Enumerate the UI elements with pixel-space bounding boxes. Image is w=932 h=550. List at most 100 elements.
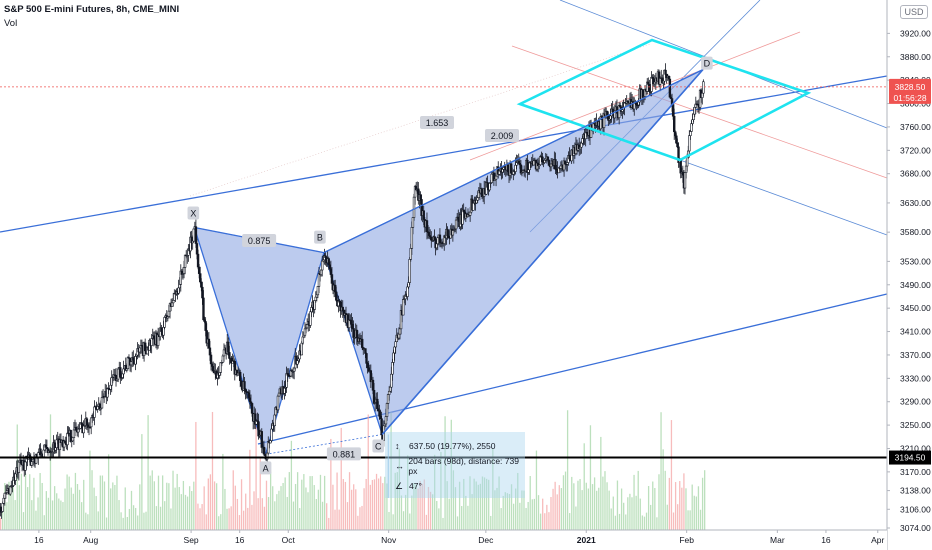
candle-up [110, 377, 113, 386]
candle-up [218, 372, 221, 376]
candle-down [240, 380, 243, 387]
volume-bar [14, 500, 16, 530]
candle-down [143, 342, 147, 352]
candle-down [69, 429, 72, 443]
candle-up [637, 101, 640, 106]
volume-bar [305, 487, 307, 530]
price-axis[interactable]: 3074.00 3106.00 3138.00 3170.00 3210.00 3250.… [886, 0, 932, 550]
candle-up [692, 113, 695, 120]
volume-bar [388, 511, 390, 530]
candle-up [451, 230, 455, 236]
volume-bar [211, 411, 214, 530]
candle-up [17, 461, 21, 473]
candle-down [372, 389, 376, 404]
candle-down [667, 75, 671, 80]
volume-bar [128, 508, 131, 530]
symbol-title[interactable]: S&P 500 E-mini Futures, 8h, CME_MINI [4, 4, 180, 15]
price-tick-label: 3370.00 [900, 350, 931, 360]
candle-down [376, 398, 379, 410]
candle-up [178, 284, 181, 289]
measure-angle: 47° [409, 481, 422, 491]
volume-bar [404, 494, 407, 530]
volume-bar [415, 484, 417, 530]
measure-price-change: 637.50 (19.77%), 2550 [409, 441, 496, 451]
volume-bar [203, 486, 205, 530]
volume-bar [589, 425, 592, 530]
currency-badge[interactable]: USD [900, 5, 928, 19]
volume-bar [467, 505, 469, 530]
time-tick-label: Aug [83, 535, 98, 545]
point-label-d: D [704, 59, 711, 69]
volume-bar [535, 450, 538, 530]
candle-up [393, 346, 396, 354]
volume-bar [22, 512, 25, 530]
volume-bar [500, 508, 502, 530]
volume-bar [492, 448, 494, 530]
volume-bar [232, 470, 234, 530]
candle-down [228, 352, 231, 359]
volume-bar [672, 512, 675, 530]
volume-bar [274, 501, 276, 530]
volume-bar [384, 476, 386, 530]
volume-bar [282, 483, 284, 530]
volume-bar [485, 478, 488, 530]
candle-down [152, 335, 156, 339]
volume-bar [656, 517, 658, 530]
candle-up [549, 163, 553, 168]
candle-up [301, 336, 305, 344]
candle-up [658, 78, 662, 85]
volume-bar [184, 494, 187, 530]
volume-bar [517, 472, 519, 530]
volume-bar [481, 476, 484, 530]
volume-bar [620, 488, 623, 530]
volume-bar [236, 498, 239, 530]
time-axis[interactable]: 16 Aug Sep 16 Oct Nov Dec 2021 Feb Mar 16 Apr [0, 529, 887, 550]
volume-bar [483, 477, 486, 530]
candle-down [257, 421, 260, 437]
volume-bar [68, 476, 70, 530]
candle-up [3, 492, 7, 499]
volume-bar [139, 484, 141, 530]
volume-bar [74, 472, 77, 530]
candle-down [671, 104, 675, 117]
candle-down [351, 324, 354, 329]
volume-bar [641, 515, 644, 530]
candle-up [54, 447, 57, 451]
volume-bar [419, 481, 421, 530]
time-tick-label: 16 [235, 535, 245, 545]
volume-bar [31, 500, 33, 530]
volume-bar [431, 494, 434, 530]
volume-bar [454, 487, 457, 530]
volume-bar [346, 502, 349, 530]
candle-up [305, 324, 309, 329]
volume-bar [664, 470, 666, 530]
candle-down [211, 366, 215, 372]
candle-down [227, 341, 230, 353]
volume-bar [579, 479, 581, 530]
volume-bar [218, 516, 220, 530]
volume-bar [340, 427, 342, 530]
ratio-label-bd: 2.009 [491, 131, 514, 141]
volume-bar [452, 470, 455, 530]
volume-bar [257, 498, 259, 530]
volume-bar [610, 508, 612, 530]
volume-bar [695, 496, 698, 530]
volume-bar [658, 474, 660, 530]
volume-bar [569, 513, 571, 530]
volume-bar [413, 483, 415, 530]
volume-bar [29, 474, 31, 530]
volume-bar [515, 488, 517, 530]
candle-up [93, 406, 96, 418]
volume-bar [176, 473, 178, 530]
candle-up [303, 328, 307, 336]
volume-bar [425, 514, 428, 530]
candle-down [480, 188, 484, 197]
volume-bar [37, 497, 39, 530]
candle-down [328, 264, 331, 270]
candle-up [527, 169, 530, 173]
volume-bar [164, 501, 166, 530]
price-tick-label: 3074.00 [900, 523, 931, 533]
candle-up [276, 395, 280, 411]
candle-up [532, 160, 536, 166]
